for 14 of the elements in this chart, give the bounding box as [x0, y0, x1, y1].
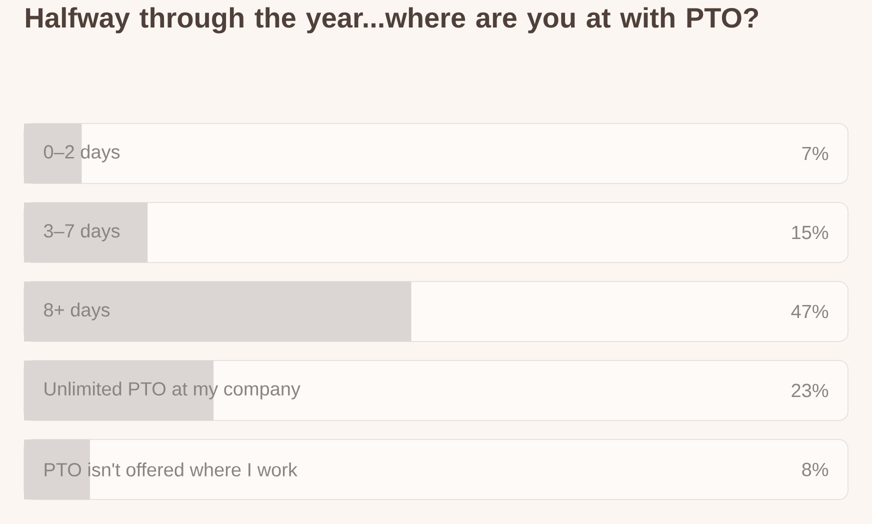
- data-label: 47%: [791, 304, 828, 318]
- data-label: 7%: [802, 146, 828, 160]
- data-label: 23%: [792, 384, 828, 398]
- data-label: 15%: [792, 226, 828, 240]
- y-tick-label: 3–7 days: [44, 224, 120, 242]
- y-tick-label: 8+ days: [44, 302, 110, 320]
- y-tick-label: Unlimited PTO at my company: [44, 382, 300, 400]
- bar: [24, 123, 82, 184]
- y-tick-label: PTO isn't offered where I work: [44, 462, 298, 476]
- data-label: 8%: [802, 462, 828, 476]
- bar: [24, 202, 148, 263]
- y-tick-label: 0–2 days: [44, 144, 120, 162]
- chart-title: Halfway through the year...where are you at with PTO?: [26, 7, 758, 34]
- bar: [24, 439, 90, 500]
